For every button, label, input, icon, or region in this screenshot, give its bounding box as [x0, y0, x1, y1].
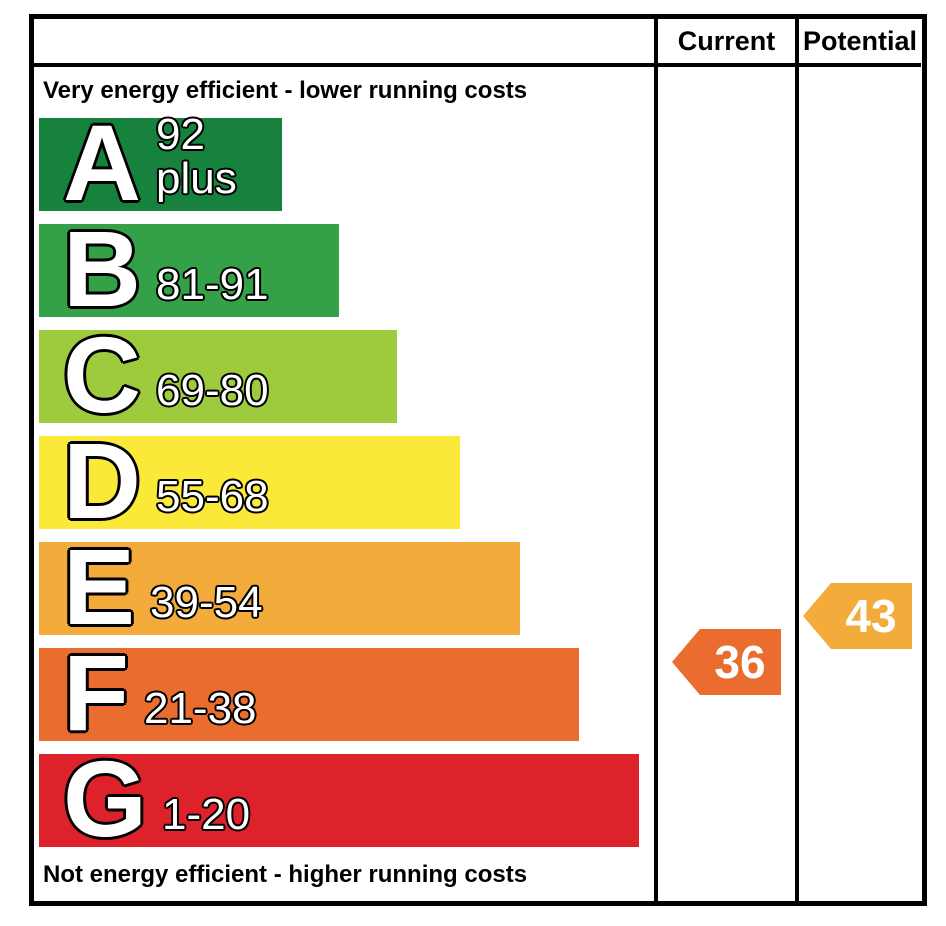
band-f-range: 21-38: [143, 684, 257, 733]
top-caption: Very energy efficient - lower running co…: [43, 77, 528, 104]
band-d: D 55-68: [39, 420, 460, 541]
potential-header-label: Potential: [802, 25, 917, 56]
current-arrow-shape: [672, 629, 781, 695]
band-c-range: 69-80: [156, 366, 269, 415]
band-a-letter: A: [63, 102, 141, 223]
potential-value-cell: 43: [795, 67, 921, 901]
band-c: C 69-80: [39, 314, 397, 435]
bottom-caption: Not energy efficient - higher running co…: [43, 861, 528, 888]
band-c-letter: C: [63, 314, 141, 435]
current-header-label: Current: [677, 25, 776, 56]
band-e: E 39-54: [39, 526, 520, 647]
band-f: F 21-38: [39, 632, 579, 753]
band-a: A 92 plus: [39, 102, 282, 223]
header-blank-cell: [34, 19, 654, 67]
current-column-header: Current: [654, 19, 795, 67]
potential-arrow-shape: [803, 583, 912, 649]
band-f-letter: F: [63, 632, 129, 753]
potential-column-header: Potential: [795, 19, 921, 67]
band-b-letter: B: [63, 208, 141, 329]
band-a-range: 92 plus: [156, 110, 237, 203]
current-rating-arrow: 36: [672, 629, 781, 695]
band-g-letter: G: [63, 738, 148, 859]
potential-rating-value: 43: [845, 590, 896, 642]
band-b-range: 81-91: [156, 260, 269, 309]
potential-rating-arrow: 43: [803, 583, 912, 649]
band-d-letter: D: [63, 420, 141, 541]
rating-bands-area: Very energy efficient - lower running co…: [34, 67, 654, 901]
band-e-letter: E: [63, 526, 136, 647]
bands-list: A 92 plus B 81-91 C 69-80 D 55-68 E 39-5…: [39, 102, 654, 859]
epc-rating-chart: Current Potential Very energy efficient …: [29, 14, 927, 906]
band-e-range: 39-54: [150, 578, 263, 627]
band-g-range: 1-20: [162, 790, 251, 839]
band-b: B 81-91: [39, 208, 339, 329]
band-d-range: 55-68: [156, 472, 269, 521]
current-rating-value: 36: [714, 636, 765, 688]
current-value-cell: 36: [654, 67, 795, 901]
band-g: G 1-20: [39, 738, 639, 859]
